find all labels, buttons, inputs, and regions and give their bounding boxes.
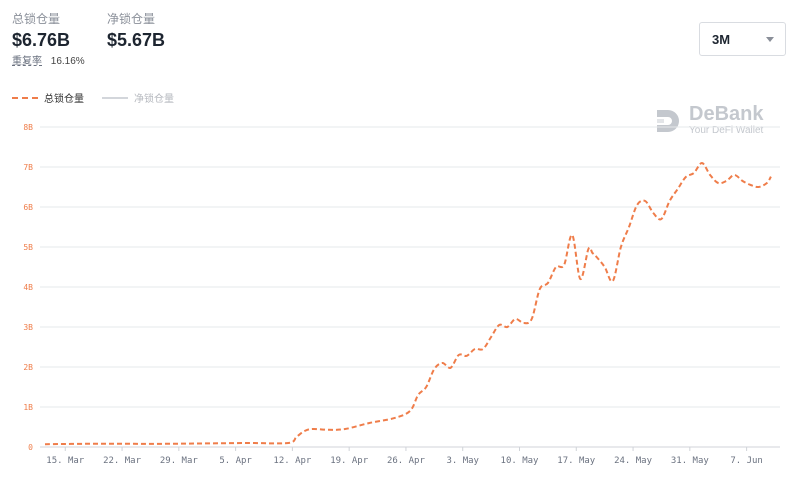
watermark-tagline: Your DeFi Wallet — [689, 125, 764, 136]
x-tick-label: 10. May — [501, 456, 540, 466]
total-locked-label: 总锁仓量 — [12, 12, 61, 26]
duplicate-ratio-value: 16.16% — [50, 56, 85, 67]
chevron-down-icon — [766, 37, 774, 42]
x-tick-label: 17. May — [557, 456, 596, 466]
y-tick-label: 8B — [23, 123, 33, 132]
y-tick-label: 0 — [28, 443, 33, 452]
duplicate-ratio-label[interactable]: 重复率 — [12, 56, 42, 67]
x-tick-label: 12. Apr — [273, 456, 312, 466]
net-locked-value: $5.67B — [107, 30, 166, 50]
series-line-total-locked[interactable] — [44, 162, 772, 446]
x-tick-label: 24. May — [614, 456, 653, 466]
y-tick-label: 4B — [23, 283, 33, 292]
time-range-select[interactable]: 3M — [699, 22, 786, 56]
x-tick-label: 31. May — [671, 456, 710, 466]
legend-swatch-net — [102, 96, 128, 99]
y-tick-label: 1B — [23, 403, 33, 412]
legend-label-total: 总锁仓量 — [44, 94, 84, 105]
chart-legend: 总锁仓量 净锁仓量 — [12, 90, 192, 105]
x-tick-label: 29. Mar — [160, 456, 199, 466]
x-tick-label: 19. Apr — [330, 456, 369, 466]
y-tick-label: 6B — [23, 203, 33, 212]
total-locked-value: $6.76B — [12, 30, 71, 50]
duplicate-ratio: 重复率 16.16% — [12, 52, 85, 67]
watermark-name: DeBank — [689, 103, 764, 125]
y-tick-label: 3B — [23, 323, 33, 332]
x-tick-label: 7. Jun — [730, 456, 763, 466]
net-locked-label: 净锁仓量 — [107, 12, 156, 26]
debank-watermark: DeBank Your DeFi Wallet — [655, 104, 763, 137]
legend-label-net: 净锁仓量 — [134, 94, 174, 105]
x-tick-label: 22. Mar — [103, 456, 142, 466]
legend-item-net[interactable]: 净锁仓量 — [102, 90, 174, 105]
total-locked-stat: 总锁仓量 $6.76B — [12, 12, 70, 52]
debank-logo-icon — [657, 109, 679, 132]
x-tick-label: 3. May — [446, 456, 479, 466]
time-range-value: 3M — [712, 32, 731, 47]
y-tick-label: 5B — [23, 243, 33, 252]
x-tick-label: 15. Mar — [46, 456, 85, 466]
y-tick-label: 2B — [23, 363, 33, 372]
net-locked-stat: 净锁仓量 $5.67B — [107, 12, 165, 52]
x-tick-label: 5. Apr — [219, 456, 252, 466]
legend-swatch-total — [12, 96, 38, 99]
legend-item-total[interactable]: 总锁仓量 — [12, 90, 84, 105]
y-tick-label: 7B — [23, 163, 33, 172]
x-tick-label: 26. Apr — [387, 456, 426, 466]
